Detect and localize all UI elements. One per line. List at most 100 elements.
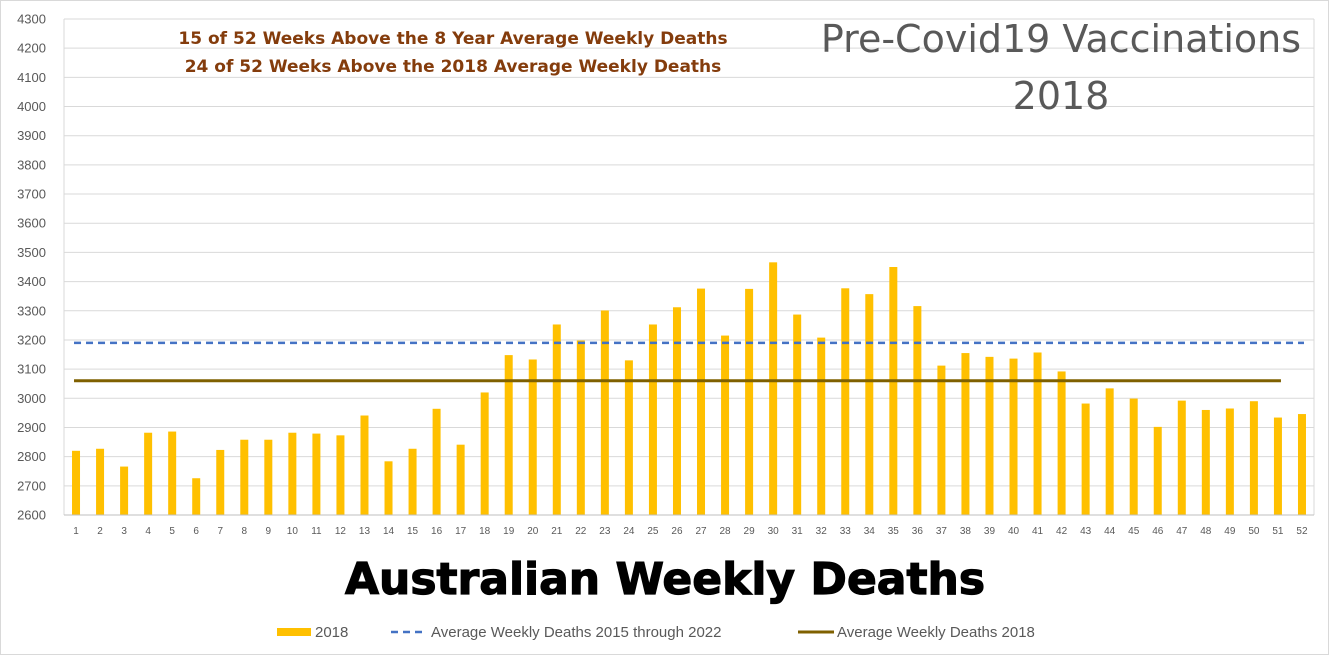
xtick-label-8: 8 xyxy=(242,526,248,537)
xtick-label-36: 36 xyxy=(912,526,924,537)
xtick-label-7: 7 xyxy=(217,526,223,537)
xtick-label-25: 25 xyxy=(647,526,659,537)
xtick-label-23: 23 xyxy=(599,526,611,537)
bar-week-37 xyxy=(937,365,946,515)
xtick-label-50: 50 xyxy=(1248,526,1260,537)
xtick-label-27: 27 xyxy=(695,526,707,537)
ytick-label-4100: 4100 xyxy=(17,70,46,85)
legend: 2018 Average Weekly Deaths 2015 through 2… xyxy=(277,624,1035,641)
xtick-label-21: 21 xyxy=(551,526,563,537)
bar-week-4 xyxy=(144,432,153,515)
xtick-label-5: 5 xyxy=(169,526,175,537)
xtick-label-26: 26 xyxy=(671,526,683,537)
x-axis-label: Australian Weekly Deaths xyxy=(345,554,985,605)
ytick-label-2900: 2900 xyxy=(17,420,46,435)
bar-week-5 xyxy=(168,431,177,515)
xtick-label-45: 45 xyxy=(1128,526,1140,537)
ytick-label-3500: 3500 xyxy=(17,245,46,260)
bar-series xyxy=(72,262,1306,515)
note-line-2: 24 of 52 Weeks Above the 2018 Average We… xyxy=(185,57,722,77)
bar-week-42 xyxy=(1057,371,1066,515)
bar-week-10 xyxy=(288,432,297,515)
bar-week-22 xyxy=(576,340,585,515)
xtick-label-34: 34 xyxy=(864,526,876,537)
xtick-label-48: 48 xyxy=(1200,526,1212,537)
xtick-label-22: 22 xyxy=(575,526,587,537)
xtick-label-4: 4 xyxy=(145,526,151,537)
bar-week-47 xyxy=(1177,400,1186,515)
xtick-label-29: 29 xyxy=(744,526,756,537)
xtick-label-30: 30 xyxy=(768,526,780,537)
xtick-label-46: 46 xyxy=(1152,526,1164,537)
xtick-label-49: 49 xyxy=(1224,526,1236,537)
xtick-label-40: 40 xyxy=(1008,526,1020,537)
bar-week-23 xyxy=(600,310,609,515)
xtick-label-35: 35 xyxy=(888,526,900,537)
ytick-label-4000: 4000 xyxy=(17,99,46,114)
xtick-label-18: 18 xyxy=(479,526,491,537)
bar-week-41 xyxy=(1033,352,1042,515)
ytick-label-3300: 3300 xyxy=(17,303,46,318)
xtick-label-19: 19 xyxy=(503,526,515,537)
bar-week-50 xyxy=(1249,401,1258,515)
bar-week-48 xyxy=(1201,409,1210,515)
chart-text: 15 of 52 Weeks Above the 8 Year Average … xyxy=(178,17,1301,606)
bar-week-32 xyxy=(817,337,826,515)
bar-week-27 xyxy=(697,288,706,515)
xtick-label-44: 44 xyxy=(1104,526,1116,537)
ytick-label-4200: 4200 xyxy=(17,41,46,56)
xtick-label-31: 31 xyxy=(792,526,804,537)
ytick-label-2800: 2800 xyxy=(17,449,46,464)
bar-week-34 xyxy=(865,294,874,515)
ytick-label-3900: 3900 xyxy=(17,128,46,143)
xtick-label-16: 16 xyxy=(431,526,443,537)
legend-label-3: Average Weekly Deaths 2018 xyxy=(837,624,1035,641)
xtick-label-20: 20 xyxy=(527,526,539,537)
bar-week-30 xyxy=(769,262,778,515)
xtick-label-11: 11 xyxy=(311,526,322,537)
legend-swatch-bar xyxy=(277,628,311,636)
bar-week-16 xyxy=(432,408,441,515)
ytick-label-3600: 3600 xyxy=(17,216,46,231)
bar-week-36 xyxy=(913,306,922,515)
note-line-1: 15 of 52 Weeks Above the 8 Year Average … xyxy=(178,29,727,49)
xtick-label-24: 24 xyxy=(623,526,635,537)
bar-week-51 xyxy=(1273,417,1282,515)
xtick-label-12: 12 xyxy=(335,526,347,537)
bar-week-33 xyxy=(841,288,850,515)
bar-week-7 xyxy=(216,449,225,515)
bar-week-26 xyxy=(672,307,681,515)
xtick-label-38: 38 xyxy=(960,526,972,537)
ytick-label-3200: 3200 xyxy=(17,332,46,347)
ytick-label-3800: 3800 xyxy=(17,157,46,172)
xtick-label-47: 47 xyxy=(1176,526,1188,537)
bar-week-25 xyxy=(648,324,657,515)
xtick-label-1: 1 xyxy=(73,526,79,537)
xtick-label-2: 2 xyxy=(97,526,103,537)
chart-title-line-2: 2018 xyxy=(1013,74,1110,118)
bar-week-11 xyxy=(312,433,321,515)
bar-week-21 xyxy=(552,324,561,515)
bar-week-9 xyxy=(264,439,273,515)
xtick-label-17: 17 xyxy=(455,526,467,537)
xtick-label-41: 41 xyxy=(1032,526,1044,537)
bar-week-19 xyxy=(504,355,513,515)
bar-week-52 xyxy=(1297,414,1306,515)
xtick-label-3: 3 xyxy=(121,526,127,537)
bar-week-38 xyxy=(961,353,970,515)
xtick-label-52: 52 xyxy=(1296,526,1308,537)
xtick-label-13: 13 xyxy=(359,526,371,537)
bar-week-17 xyxy=(456,444,465,515)
bar-week-24 xyxy=(624,360,633,515)
bar-week-15 xyxy=(408,448,417,515)
chart-title-line-1: Pre-Covid19 Vaccinations xyxy=(821,17,1301,61)
ytick-label-3700: 3700 xyxy=(17,187,46,202)
bar-week-39 xyxy=(985,356,994,515)
grid-lines xyxy=(63,18,1315,516)
legend-label-1: 2018 xyxy=(315,624,348,641)
ytick-label-3000: 3000 xyxy=(17,391,46,406)
xtick-label-28: 28 xyxy=(719,526,731,537)
reference-lines xyxy=(74,341,1304,383)
ytick-label-4300: 4300 xyxy=(17,12,46,27)
